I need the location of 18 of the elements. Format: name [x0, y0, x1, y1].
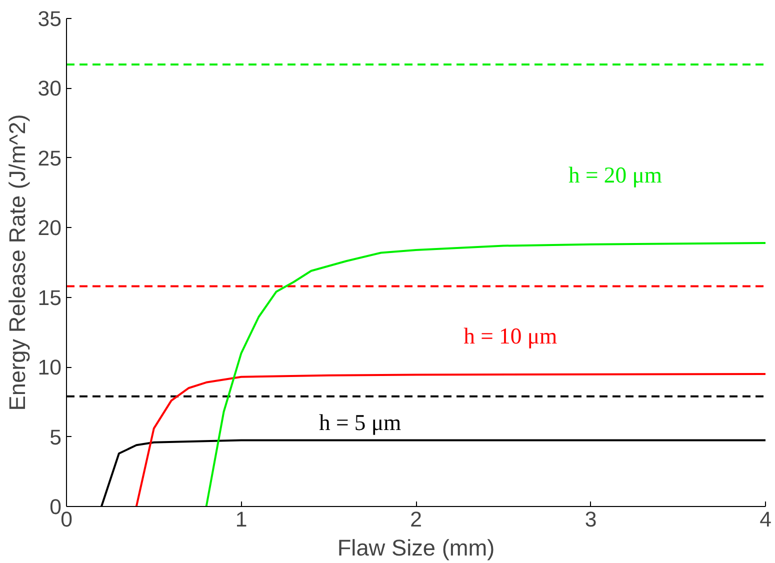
- y-tick-label: 15: [38, 286, 62, 310]
- line-series: [205, 242, 766, 506]
- x-tick-label: 4: [760, 508, 772, 532]
- x-tick-label: 3: [584, 508, 597, 532]
- x-tick-label: 1: [235, 508, 248, 532]
- y-tick-label: 20: [38, 216, 62, 240]
- x-tick-label: 2: [410, 508, 422, 532]
- x-axis-title: Flaw Size (mm): [337, 534, 495, 560]
- annotation: h = 20 μm: [568, 162, 662, 188]
- y-tick-label: 10: [38, 356, 62, 380]
- y-tick-label: 35: [38, 7, 62, 31]
- y-tick-label: 30: [38, 76, 62, 101]
- line-series: [135, 373, 766, 506]
- y-tick-label: 25: [38, 146, 62, 170]
- y-axis-title: Energy Release Rate (J/m^2): [4, 114, 30, 411]
- annotation: h = 5 μm: [318, 410, 402, 435]
- annotation: h = 10 μm: [464, 324, 558, 349]
- y-tick-label: 5: [50, 425, 62, 450]
